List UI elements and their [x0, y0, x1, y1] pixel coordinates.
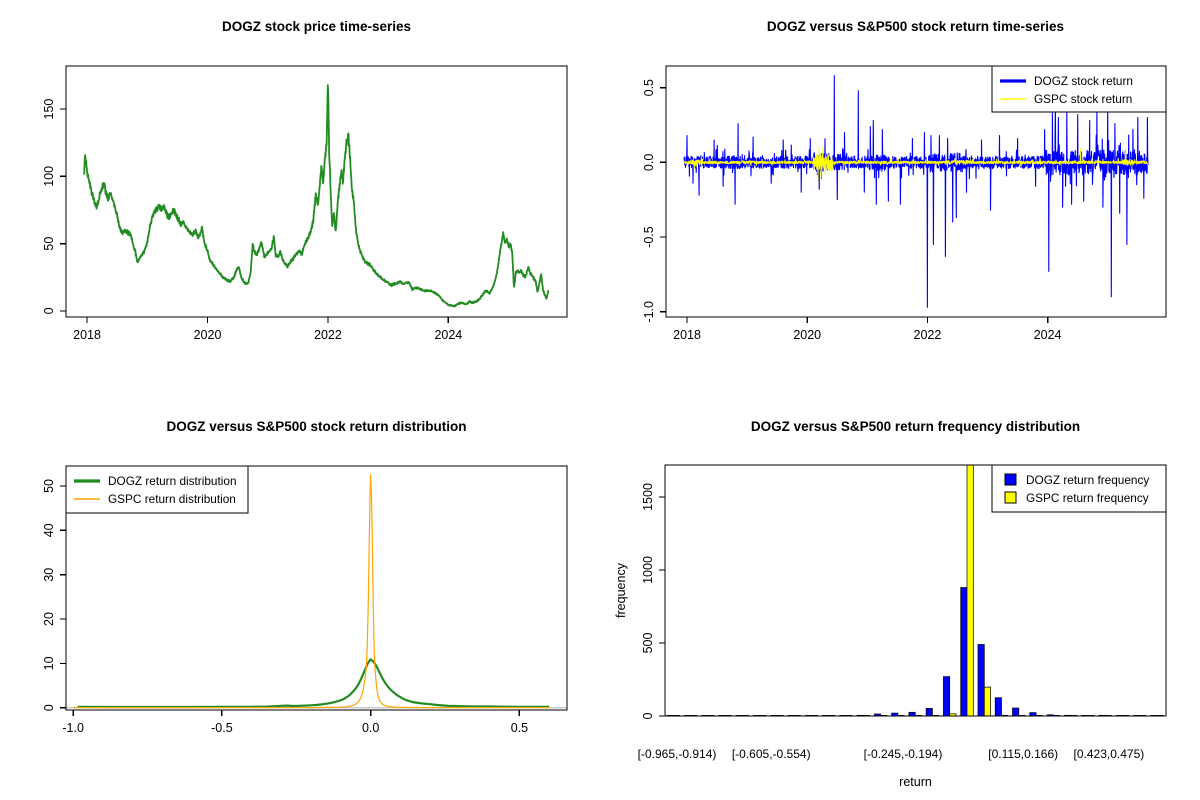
return-time-series-panel: DOGZ versus S&P500 stock return time-ser… [600, 0, 1200, 400]
y-tick-label: 1500 [641, 483, 655, 511]
legend-label: DOGZ return distribution [108, 474, 237, 488]
histogram-bar [994, 697, 1002, 716]
return-time-series-chart: 2018 2020 2022 2024 0.5 0.0 -0.5 -1.0 DOGZ stock… [642, 65, 1167, 342]
price-chart-title: DOGZ stock price time-series [221, 19, 412, 34]
x-axis-label: return [899, 775, 932, 789]
legend-label: DOGZ stock return [1034, 74, 1133, 88]
x-tick-label: 2018 [673, 328, 701, 342]
series-line [683, 146, 1149, 182]
x-tick-label: 2020 [194, 328, 222, 342]
price-time-series-panel: DOGZ stock price time-series 2018 2020 202… [0, 0, 600, 400]
legend-label: GSPC return frequency [1026, 491, 1149, 505]
bin-label: [0.115,0.166) [988, 747, 1058, 761]
legend-swatch [1004, 491, 1017, 504]
legend-swatch [1004, 473, 1017, 486]
histogram-bar [891, 712, 899, 716]
y-tick-label: 10 [42, 656, 56, 670]
y-tick-label: 20 [42, 612, 56, 626]
legend-label: GSPC stock return [1034, 92, 1132, 106]
return-distribution-chart: -1.0 -0.5 0.0 0.5 0 10 20 30 40 50 DOGZ return dis… [42, 465, 568, 735]
histogram-bar [983, 686, 991, 716]
y-tick-label: 0 [42, 307, 56, 314]
y-tick-label: -0.5 [642, 226, 656, 248]
y-tick-label: 0 [641, 712, 655, 719]
x-tick-label: 2024 [1034, 328, 1062, 342]
histogram-bar [977, 644, 985, 716]
histogram-bar [1012, 707, 1020, 716]
series-line [73, 474, 550, 709]
y-tick-label: 0.5 [642, 79, 656, 96]
series-layer [83, 84, 550, 308]
bin-label: [-0.965,-0.914) [638, 747, 717, 761]
plot-box [665, 65, 1167, 318]
legend-label: DOGZ return frequency [1026, 473, 1149, 487]
plot-box [664, 464, 1167, 717]
bin-label: [-0.605,-0.554) [732, 747, 811, 761]
y-tick-label: 50 [42, 237, 56, 251]
y-tick-label: 150 [42, 99, 56, 120]
plot-box [65, 65, 568, 318]
y-tick-label: -1.0 [642, 301, 656, 323]
y-tick-label: 0 [42, 704, 56, 711]
series-layer [683, 75, 1149, 308]
price-time-series-chart: 2018 2020 2022 2024 0 50 100 150 [42, 65, 568, 342]
series-line [77, 658, 550, 709]
legend-label: GSPC return distribution [108, 492, 236, 506]
y-tick-label: 500 [641, 633, 655, 654]
y-tick-label: 0.0 [642, 154, 656, 171]
x-tick-label: 2018 [73, 328, 101, 342]
legend-box [65, 465, 249, 514]
y-tick-label: 30 [42, 568, 56, 582]
legend-box [991, 65, 1167, 113]
histogram-bar [1029, 712, 1037, 716]
x-tick-label: 0.5 [511, 721, 528, 735]
return-frequency-chart: [-0.965,-0.914) [-0.605,-0.554) [-0.245,-0… [614, 464, 1167, 789]
return-frequency-panel: DOGZ versus S&P500 return frequency dist… [600, 400, 1200, 800]
y-tick-label: 1000 [641, 556, 655, 584]
series-line [83, 84, 550, 308]
x-tick-label: 2020 [793, 328, 821, 342]
legend-box [991, 464, 1167, 513]
return-chart-title: DOGZ versus S&P500 stock return time-ser… [766, 19, 1065, 34]
x-tick-label: -0.5 [211, 721, 233, 735]
series-layer [73, 474, 550, 709]
histogram-bar [925, 708, 933, 716]
plot-box [65, 465, 568, 711]
y-tick-label: 100 [42, 166, 56, 187]
histogram-bar [966, 465, 974, 716]
bin-label: [-0.245,-0.194) [864, 747, 943, 761]
histogram-bar [960, 587, 968, 716]
x-tick-label: 2024 [434, 328, 462, 342]
frequency-chart-title: DOGZ versus S&P500 return frequency dist… [750, 419, 1081, 434]
x-tick-label: 0.0 [362, 721, 379, 735]
density-chart-title: DOGZ versus S&P500 stock return distribu… [166, 419, 467, 434]
y-tick-label: 50 [42, 479, 56, 493]
histogram-bar [873, 713, 881, 716]
y-tick-label: 40 [42, 523, 56, 537]
y-axis-label: frequency [614, 562, 628, 618]
x-tick-label: 2022 [914, 328, 942, 342]
histogram-bar [943, 676, 951, 716]
x-tick-label: -1.0 [62, 721, 84, 735]
x-tick-label: 2022 [314, 328, 342, 342]
bin-label: [0.423,0.475) [1074, 747, 1145, 761]
return-distribution-panel: DOGZ versus S&P500 stock return distribu… [0, 400, 600, 800]
